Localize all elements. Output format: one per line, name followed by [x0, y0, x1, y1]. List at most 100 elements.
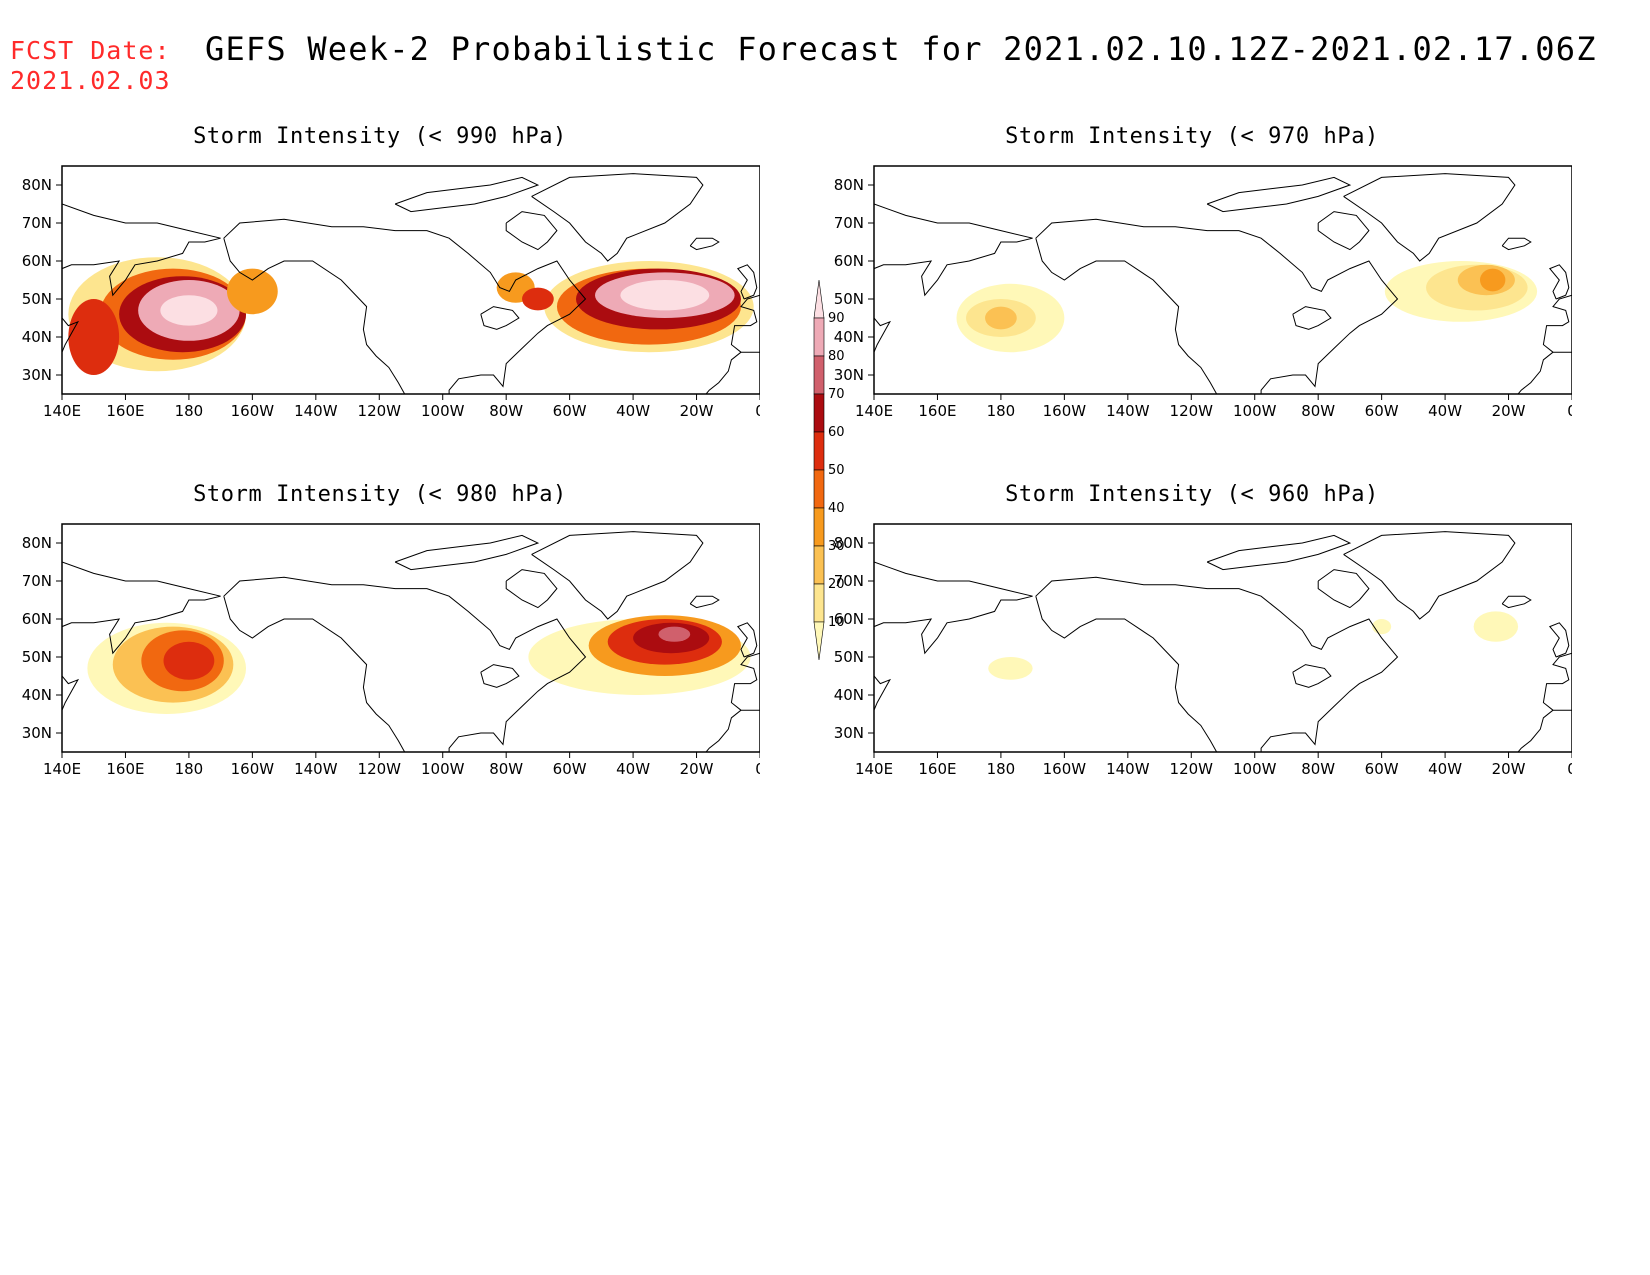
- lon-label: 180: [987, 760, 1016, 778]
- probability-region: [658, 626, 691, 642]
- iceland-coast: [1501, 237, 1532, 251]
- lon-label: 20W: [680, 402, 714, 420]
- coastlines: [62, 166, 760, 394]
- great-lakes-coast: [480, 664, 520, 688]
- lon-label: 140W: [1106, 402, 1150, 420]
- panel-title: Storm Intensity (< 980 hPa): [193, 482, 567, 507]
- lat-label: 30N: [22, 366, 52, 384]
- great-lakes-coast: [1292, 306, 1332, 330]
- legend-label: 50: [828, 463, 845, 478]
- lon-label: 0: [1567, 402, 1572, 420]
- map-frame: [873, 523, 1572, 753]
- map-980: 140E 160E 180 160W 140W 120W 100W 80W 60W 40W 20W 0…: [22, 523, 760, 778]
- lon-label: 180: [175, 760, 204, 778]
- iceland-coast: [689, 595, 720, 609]
- coastlines: [874, 524, 1572, 752]
- probability-region: [1479, 268, 1506, 292]
- lat-label: 70N: [834, 214, 864, 232]
- legend-swatch: [813, 317, 825, 357]
- legend-bottom-arrow: [813, 621, 825, 661]
- probability-region: [226, 268, 278, 315]
- probability-shading: [956, 261, 1538, 353]
- lat-label: 70N: [834, 572, 864, 590]
- legend-label: 90: [828, 311, 845, 326]
- lon-label: 120W: [1170, 760, 1214, 778]
- lon-label: 40W: [616, 402, 650, 420]
- lat-label: 60N: [834, 252, 864, 270]
- kamchatka-japan-coast: [874, 317, 892, 356]
- probability-region: [163, 641, 215, 680]
- lat-label: 60N: [22, 610, 52, 628]
- lon-label: 80W: [489, 760, 523, 778]
- lat-label: 40N: [22, 328, 52, 346]
- lat-label: 50N: [834, 290, 864, 308]
- legend-swatch: [813, 355, 825, 395]
- map-970: 140E 160E 180 160W 140W 120W 100W 80W 60W 40W 20W 0…: [834, 165, 1572, 420]
- lat-label: 30N: [22, 724, 52, 742]
- british-isles-coast: [736, 264, 758, 300]
- map-frame: [61, 165, 760, 395]
- lon-label: 140E: [855, 760, 893, 778]
- africa-coast: [705, 709, 742, 752]
- probability-shading: [87, 615, 751, 714]
- legend-label: 30: [828, 539, 845, 554]
- lon-label: 160E: [106, 402, 144, 420]
- africa-coast: [1517, 709, 1554, 752]
- map-960: 140E 160E 180 160W 140W 120W 100W 80W 60W 40W 20W 0…: [834, 523, 1572, 778]
- lon-label: 0: [755, 760, 760, 778]
- greenland-coast: [1343, 531, 1516, 620]
- legend-label: 80: [828, 349, 845, 364]
- greenland-coast: [531, 173, 704, 262]
- lat-label: 40N: [22, 686, 52, 704]
- asia-coast: [874, 166, 1033, 297]
- lon-label: 80W: [1301, 402, 1335, 420]
- lon-label: 0: [755, 402, 760, 420]
- map-frame: [61, 523, 760, 753]
- probability-region: [988, 657, 1033, 680]
- lon-label: 20W: [680, 760, 714, 778]
- legend-swatch: [813, 507, 825, 547]
- lat-label: 80N: [22, 176, 52, 194]
- europe-coast: [730, 652, 760, 711]
- arctic-islands-coast: [394, 176, 540, 213]
- legend-label: 20: [828, 577, 845, 592]
- lon-label: 100W: [1233, 402, 1277, 420]
- lon-label: 160E: [918, 760, 956, 778]
- lon-label: 20W: [1492, 760, 1526, 778]
- probability-shading: [68, 257, 754, 375]
- kamchatka-japan-coast: [62, 675, 80, 714]
- lon-label: 140E: [43, 402, 81, 420]
- baffin-island-coast: [505, 211, 558, 251]
- lon-label: 140W: [294, 760, 338, 778]
- north-america-coast: [1035, 576, 1399, 752]
- asia-coast: [62, 166, 221, 297]
- legend-top-arrow: [813, 279, 825, 319]
- legend-swatch: [813, 583, 825, 623]
- probability-region: [68, 299, 120, 375]
- legend-label: 40: [828, 501, 845, 516]
- panel-title: Storm Intensity (< 960 hPa): [1005, 482, 1379, 507]
- british-isles-coast: [1548, 622, 1570, 658]
- lat-label: 30N: [834, 724, 864, 742]
- main-title: GEFS Week-2 Probabilistic Forecast for 2…: [205, 30, 1597, 68]
- lon-label: 80W: [489, 402, 523, 420]
- panel-990: Storm Intensity (< 990 hPa) 140E 160E 180 1…: [0, 124, 760, 464]
- lat-label: 70N: [22, 214, 52, 232]
- fcst-date: 2021.02.03: [10, 66, 171, 95]
- north-america-coast: [223, 218, 587, 394]
- probability-region: [160, 295, 218, 326]
- lon-label: 60W: [553, 760, 587, 778]
- lon-label: 100W: [421, 402, 465, 420]
- color-legend: 10 20 30 40 50 60 70 80 90: [813, 279, 845, 661]
- arctic-islands-coast: [1206, 176, 1352, 213]
- lon-label: 180: [175, 402, 204, 420]
- lat-label: 40N: [834, 328, 864, 346]
- legend-swatch: [813, 431, 825, 471]
- great-lakes-coast: [1292, 664, 1332, 688]
- probability-region: [1473, 611, 1519, 642]
- lon-label: 160E: [918, 402, 956, 420]
- legend-swatch: [813, 469, 825, 509]
- lon-label: 160W: [1043, 760, 1087, 778]
- lon-label: 140W: [294, 402, 338, 420]
- baffin-island-coast: [505, 569, 558, 609]
